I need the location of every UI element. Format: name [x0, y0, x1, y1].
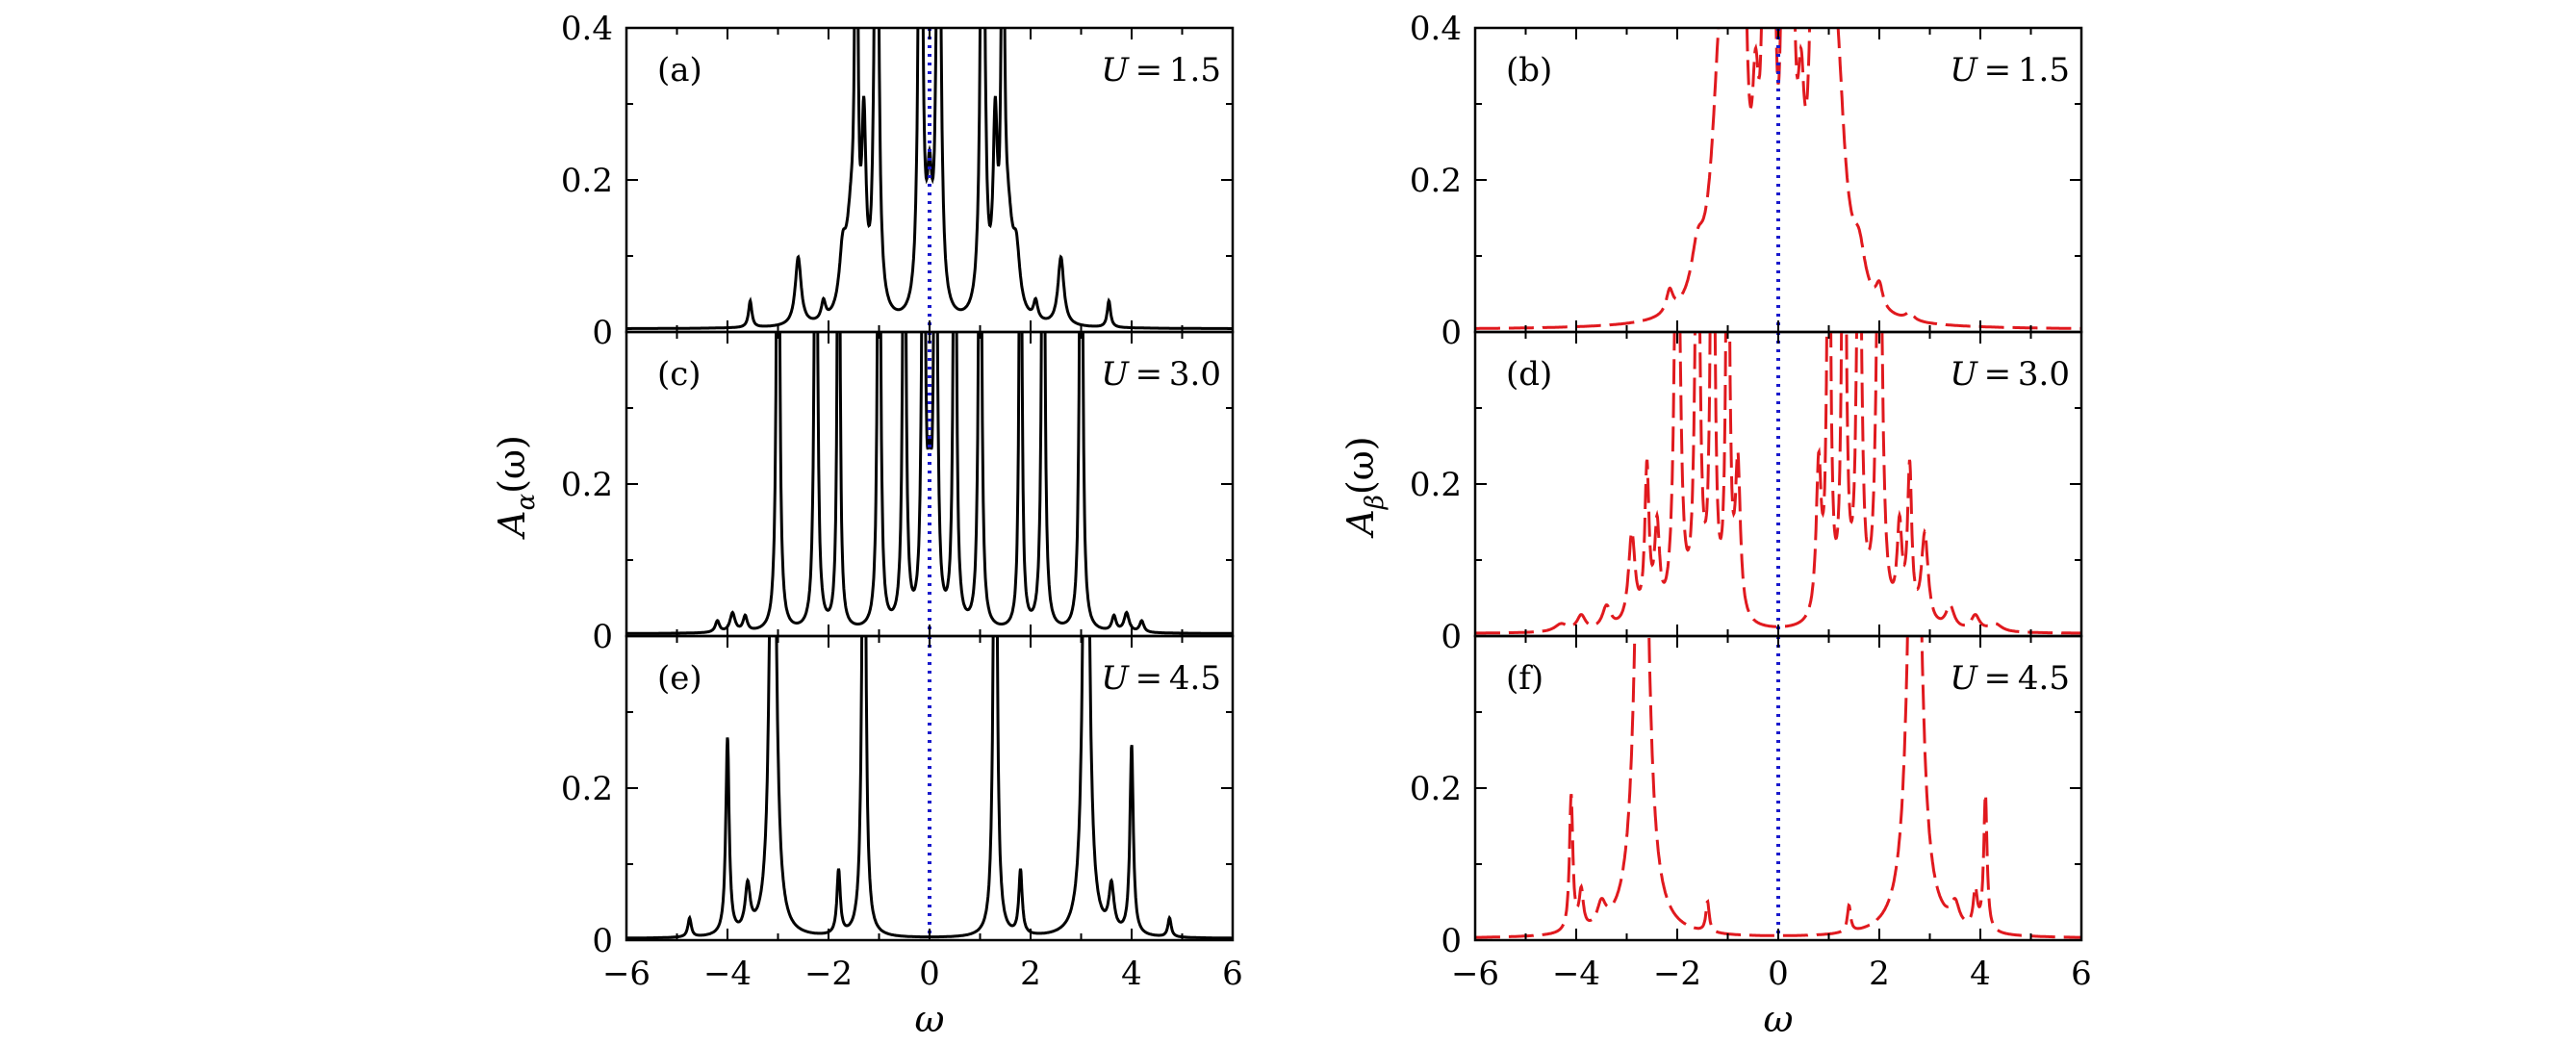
panel-f-xtick-label: −4: [1552, 955, 1600, 993]
ylabel-right-rest: (ω): [1339, 436, 1382, 495]
panel-f-ytick-label: 0: [1441, 922, 1462, 960]
panel-e-xtick-label: 0: [919, 955, 940, 993]
panel-a-ytick-label: 0: [592, 314, 613, 352]
panel-e-xtick-label: 4: [1121, 955, 1142, 993]
panels-group: 0 0.2 0.4 (a) U = 1.5 0 0.2 0.4 (b) U = 1.5 0 0.2 (c…: [561, 10, 2092, 993]
ylabel-right: Aβ(ω): [1339, 436, 1390, 538]
ylabel-left-main: A: [491, 510, 533, 539]
panel-f-xtick-label: −2: [1653, 955, 1701, 993]
ylabel-left: Aα(ω): [491, 435, 541, 540]
panel-e-xtick-label: 6: [1222, 955, 1243, 993]
panel-e-ytick-label: 0.2: [561, 770, 613, 808]
panel-b-ytick-label: 0: [1441, 314, 1462, 352]
panel-d-u-label: U = 3.0: [1950, 355, 2070, 394]
panel-e: 0 0.2 −6 −4 −2 0 2 4 6 (e) U = 4.5: [561, 634, 1243, 993]
ylabel-left-rest: (ω): [491, 435, 533, 494]
panel-e-u-label: U = 4.5: [1101, 659, 1221, 698]
panel-e-xtick-label: 2: [1020, 955, 1041, 993]
panel-e-ytick-label: 0: [592, 922, 613, 960]
xlabel-right: ω: [1764, 998, 1794, 1040]
panel-c-label: (c): [657, 355, 701, 394]
panel-d: 0 0.2 (d) U = 3.0: [1410, 330, 2083, 656]
panel-f-u-label: U = 4.5: [1950, 659, 2070, 698]
xlabel-left: ω: [915, 998, 945, 1040]
panel-b-ytick-label: 0.4: [1410, 10, 1462, 48]
panel-b-label: (b): [1506, 51, 1552, 89]
panel-e-xtick-label: −4: [703, 955, 752, 993]
panel-f: 0 0.2 −6 −4 −2 0 2 4 6 (f) U = 4.5: [1410, 634, 2092, 993]
panel-e-label: (e): [657, 659, 702, 698]
panel-f-xtick-label: 0: [1768, 955, 1789, 993]
panel-c: 0 0.2 (c) U = 3.0: [561, 330, 1235, 656]
ylabel-right-main: A: [1339, 509, 1382, 538]
panel-d-label: (d): [1506, 355, 1552, 394]
panel-d-ytick-label: 0: [1441, 618, 1462, 656]
panel-e-xtick-label: −2: [804, 955, 853, 993]
panel-e-xtick-label: −6: [602, 955, 650, 993]
ylabel-left-sub: α: [512, 493, 541, 510]
panel-a-u-label: U = 1.5: [1101, 51, 1221, 89]
panel-a-ytick-label: 0.4: [561, 10, 613, 48]
panel-f-xtick-label: 4: [1970, 955, 1991, 993]
panel-c-series-line: [626, 332, 1233, 635]
panel-d-ytick-label: 0.2: [1410, 466, 1462, 504]
panel-f-ytick-label: 0.2: [1410, 770, 1462, 808]
ylabel-right-sub: β: [1361, 495, 1390, 510]
panel-b-ytick-label: 0.2: [1410, 162, 1462, 200]
panel-a-ytick-label: 0.2: [561, 162, 613, 200]
panel-c-u-label: U = 3.0: [1101, 355, 1221, 394]
panel-a-label: (a): [657, 51, 702, 89]
panel-f-series-line: [1475, 636, 2081, 939]
panel-f-xtick-label: 2: [1869, 955, 1890, 993]
panel-b: 0 0.2 0.4 (b) U = 1.5: [1410, 10, 2083, 352]
panel-a: 0 0.2 0.4 (a) U = 1.5: [561, 10, 1235, 352]
panel-c-ytick-label: 0: [592, 618, 613, 656]
panel-b-u-label: U = 1.5: [1950, 51, 2070, 89]
panel-f-xtick-label: 6: [2071, 955, 2092, 993]
panel-d-series-line: [1475, 332, 2081, 635]
panel-f-label: (f): [1506, 659, 1543, 698]
panel-f-xtick-label: −6: [1451, 955, 1499, 993]
panel-c-ytick-label: 0.2: [561, 466, 613, 504]
